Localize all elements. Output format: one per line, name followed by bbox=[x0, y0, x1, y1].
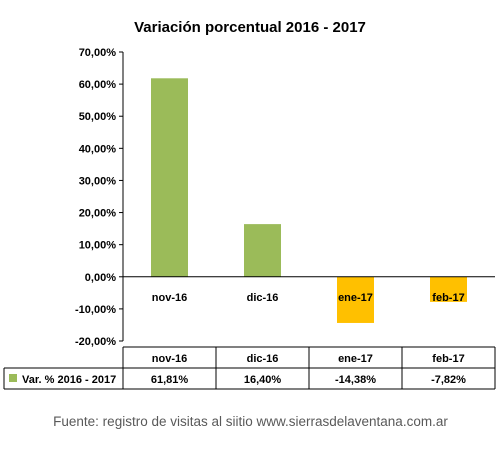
table-value-cell: -14,38% bbox=[335, 374, 376, 386]
bar bbox=[430, 276, 467, 302]
y-tick-label: 70,00% bbox=[79, 47, 117, 59]
y-tick-label: -20,00% bbox=[75, 336, 116, 348]
table-value-cell: 16,40% bbox=[244, 374, 282, 386]
y-tick-label: 20,00% bbox=[79, 208, 117, 220]
y-tick-label: 50,00% bbox=[79, 111, 117, 123]
table-header-cell: feb-17 bbox=[432, 353, 464, 365]
y-tick-label: 30,00% bbox=[79, 175, 117, 187]
y-tick-label: 60,00% bbox=[79, 79, 117, 91]
y-tick-label: 40,00% bbox=[79, 143, 117, 155]
table-value-cell: -7,82% bbox=[431, 374, 466, 386]
plot-area: 70,00% 60,00% 50,00% 40,00% 30,00% 20,00% 10,0… bbox=[75, 47, 495, 348]
y-tick-label: 0,00% bbox=[85, 272, 116, 284]
bar bbox=[244, 224, 281, 277]
y-tick-label: 10,00% bbox=[79, 240, 117, 252]
category-label: ene-17 bbox=[338, 292, 373, 304]
source-note: Fuente: registro de visitas al siitio ww… bbox=[53, 414, 448, 429]
category-label: dic-16 bbox=[247, 292, 279, 304]
chart-title: Variación porcentual 2016 - 2017 bbox=[134, 19, 366, 36]
legend-swatch bbox=[9, 374, 17, 382]
category-label: feb-17 bbox=[432, 292, 464, 304]
data-table: nov-16 dic-16 ene-17 feb-17 Var. % 2016 - 20… bbox=[3, 346, 496, 390]
table-value-cell: 61,81% bbox=[151, 374, 189, 386]
legend-label: Var. % 2016 - 2017 bbox=[22, 374, 116, 386]
table-header-cell: nov-16 bbox=[152, 353, 187, 365]
table-header-cell: dic-16 bbox=[247, 353, 279, 365]
category-label: nov-16 bbox=[152, 292, 187, 304]
y-tick-label: -10,00% bbox=[75, 304, 116, 316]
table-header-cell: ene-17 bbox=[338, 353, 373, 365]
bar bbox=[151, 78, 188, 277]
bar bbox=[337, 276, 374, 323]
